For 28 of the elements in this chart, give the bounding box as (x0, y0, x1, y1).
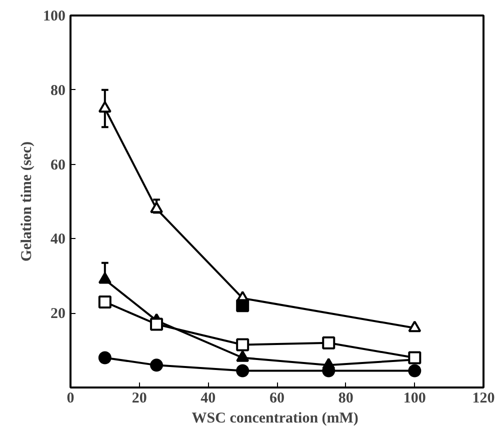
x-tick-label: 100 (403, 390, 426, 406)
point (322, 336, 336, 350)
point (98, 295, 112, 308)
y-tick-label: 80 (50, 82, 66, 99)
y-tick-label: 40 (50, 232, 66, 248)
point (150, 358, 164, 372)
point (98, 272, 112, 284)
point (408, 320, 422, 332)
point (98, 101, 112, 113)
point (236, 338, 250, 352)
y-axis-title: Gelation time (sec) (19, 142, 35, 262)
x-tick-label: 20 (132, 390, 147, 406)
point (236, 299, 250, 312)
x-axis-title: WSC concentration (mM) (192, 410, 358, 426)
x-tick-label: 40 (200, 390, 216, 406)
y-tick-label: 20 (50, 306, 66, 322)
x-tick-label: 0 (66, 390, 74, 406)
point (150, 202, 164, 214)
point (408, 364, 422, 378)
y-tick-label: 60 (50, 157, 66, 174)
x-tick-label: 80 (338, 390, 354, 406)
point (150, 318, 164, 331)
y-tick-label: 100 (43, 8, 66, 24)
x-tick-label: 60 (270, 390, 284, 406)
point (98, 351, 112, 364)
x-tick-label: 120 (472, 390, 495, 406)
point (236, 350, 250, 362)
point (236, 364, 250, 378)
